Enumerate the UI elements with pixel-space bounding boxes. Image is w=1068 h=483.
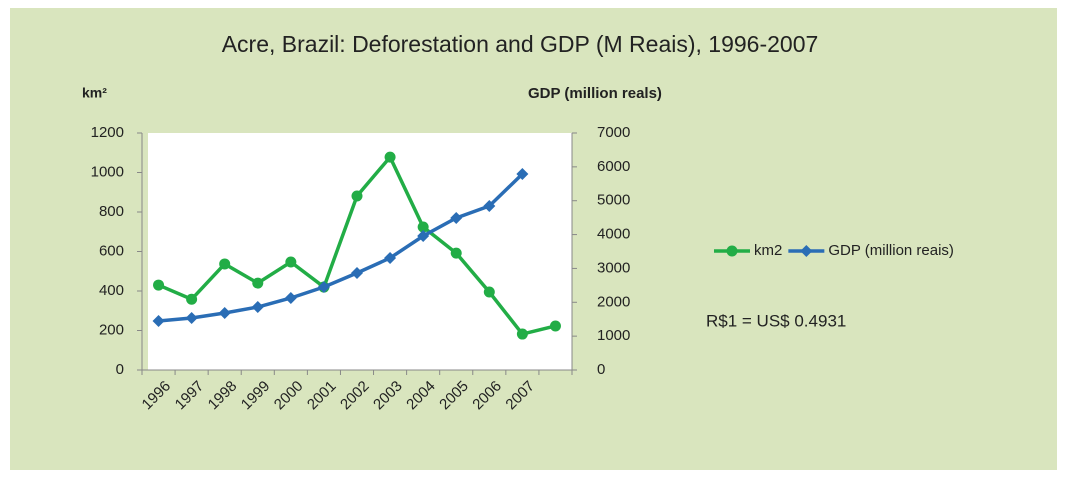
- point: [219, 258, 231, 270]
- point: [186, 293, 198, 305]
- point: [251, 301, 264, 314]
- point: [549, 320, 561, 332]
- y2-tick-label: 0: [597, 361, 605, 378]
- legend-label: km2: [754, 242, 782, 259]
- point: [417, 229, 430, 242]
- point: [218, 307, 231, 320]
- point: [450, 247, 462, 259]
- point: [483, 199, 496, 212]
- point: [285, 256, 297, 268]
- point: [185, 311, 198, 324]
- series-line: [158, 172, 524, 323]
- point: [450, 212, 463, 225]
- point: [317, 281, 330, 294]
- plot-area: [148, 133, 572, 370]
- y2-tick-label: 1000: [597, 327, 630, 344]
- point: [384, 252, 397, 265]
- point: [351, 190, 363, 202]
- y2-tick-label: 2000: [597, 293, 630, 310]
- y-tick-label: 400: [99, 282, 124, 299]
- y2-axis-label: GDP (million reals): [528, 85, 662, 102]
- y-tick-label: 200: [99, 321, 124, 338]
- point: [252, 277, 264, 289]
- y2-tick-label: 7000: [597, 124, 630, 141]
- point: [516, 328, 528, 340]
- point: [351, 266, 363, 279]
- annotation: R$1 = US$ 0.4931: [706, 311, 846, 330]
- point: [152, 315, 165, 328]
- point: [483, 286, 495, 298]
- legend-marker: [726, 245, 738, 257]
- y-tick-label: 800: [99, 203, 124, 220]
- point: [384, 151, 396, 163]
- y2-tick-label: 3000: [597, 259, 630, 276]
- y-tick-label: 0: [116, 361, 124, 378]
- point: [153, 279, 165, 291]
- y-tick-label: 1200: [91, 124, 124, 141]
- y2-tick-label: 6000: [597, 158, 630, 175]
- legend-label: GDP (million reais): [828, 242, 954, 259]
- y-tick-label: 600: [99, 242, 124, 259]
- y-tick-label: 1000: [91, 163, 124, 180]
- point: [516, 168, 529, 181]
- chart-title: Acre, Brazil: Deforestation and GDP (M R…: [222, 31, 819, 57]
- y-axis-label: km²: [82, 85, 107, 101]
- legend-marker: [800, 245, 813, 257]
- y2-tick-label: 4000: [597, 226, 630, 243]
- y2-tick-label: 5000: [597, 192, 630, 209]
- point: [417, 221, 429, 233]
- point: [284, 291, 297, 304]
